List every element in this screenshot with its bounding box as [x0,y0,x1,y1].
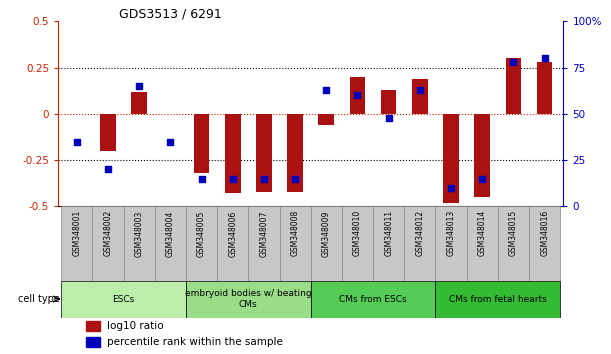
Bar [310,206,342,280]
Point [540,56,549,61]
Point [228,176,238,182]
Text: GSM348013: GSM348013 [447,210,456,256]
Point [134,83,144,89]
Point [353,92,362,98]
Text: log10 ratio: log10 ratio [107,321,164,331]
Bar [436,280,560,318]
Bar [287,114,303,192]
Text: GSM348010: GSM348010 [353,210,362,256]
Bar [404,206,436,280]
Bar [537,62,552,114]
Text: GSM348012: GSM348012 [415,210,425,256]
Text: GSM348003: GSM348003 [134,210,144,257]
Text: embryoid bodies w/ beating
CMs: embryoid bodies w/ beating CMs [185,289,312,309]
Bar [61,280,186,318]
Bar [475,114,490,197]
Text: GSM348014: GSM348014 [478,210,487,256]
Bar [86,321,100,331]
Text: GSM348009: GSM348009 [322,210,331,257]
Text: cell type: cell type [18,294,60,304]
Point [384,115,393,120]
Bar [529,206,560,280]
Bar [349,77,365,114]
Bar [186,280,310,318]
Bar [498,206,529,280]
Bar [467,206,498,280]
Bar [506,58,521,114]
Point [446,185,456,191]
Bar [373,206,404,280]
Bar [225,114,241,194]
Point [166,139,175,144]
Text: GSM348002: GSM348002 [103,210,112,256]
Bar [86,337,100,347]
Point [103,167,113,172]
Bar [318,114,334,125]
Point [477,176,487,182]
Text: GSM348008: GSM348008 [291,210,299,256]
Point [72,139,82,144]
Point [197,176,207,182]
Point [259,176,269,182]
Bar [155,206,186,280]
Bar [100,114,115,151]
Bar [279,206,310,280]
Bar [381,90,397,114]
Bar [256,114,272,192]
Text: CMs from fetal hearts: CMs from fetal hearts [449,295,547,303]
Bar [92,206,123,280]
Bar [436,206,467,280]
Text: GDS3513 / 6291: GDS3513 / 6291 [119,7,221,20]
Point [415,87,425,93]
Text: percentile rank within the sample: percentile rank within the sample [107,337,283,347]
Text: GSM348011: GSM348011 [384,210,393,256]
Bar [131,92,147,114]
Bar [342,206,373,280]
Text: GSM348004: GSM348004 [166,210,175,257]
Bar [123,206,155,280]
Text: GSM348006: GSM348006 [229,210,237,257]
Text: GSM348007: GSM348007 [260,210,268,257]
Bar [186,206,217,280]
Text: CMs from ESCs: CMs from ESCs [339,295,407,303]
Point [321,87,331,93]
Text: GSM348016: GSM348016 [540,210,549,256]
Point [508,59,518,65]
Text: GSM348015: GSM348015 [509,210,518,256]
Point [290,176,300,182]
Text: GSM348001: GSM348001 [72,210,81,256]
Bar [248,206,279,280]
Bar [194,114,210,173]
Bar [443,114,459,203]
Bar [412,79,428,114]
Text: ESCs: ESCs [112,295,134,303]
Bar [61,206,92,280]
Bar [217,206,248,280]
Bar [310,280,436,318]
Text: GSM348005: GSM348005 [197,210,206,257]
